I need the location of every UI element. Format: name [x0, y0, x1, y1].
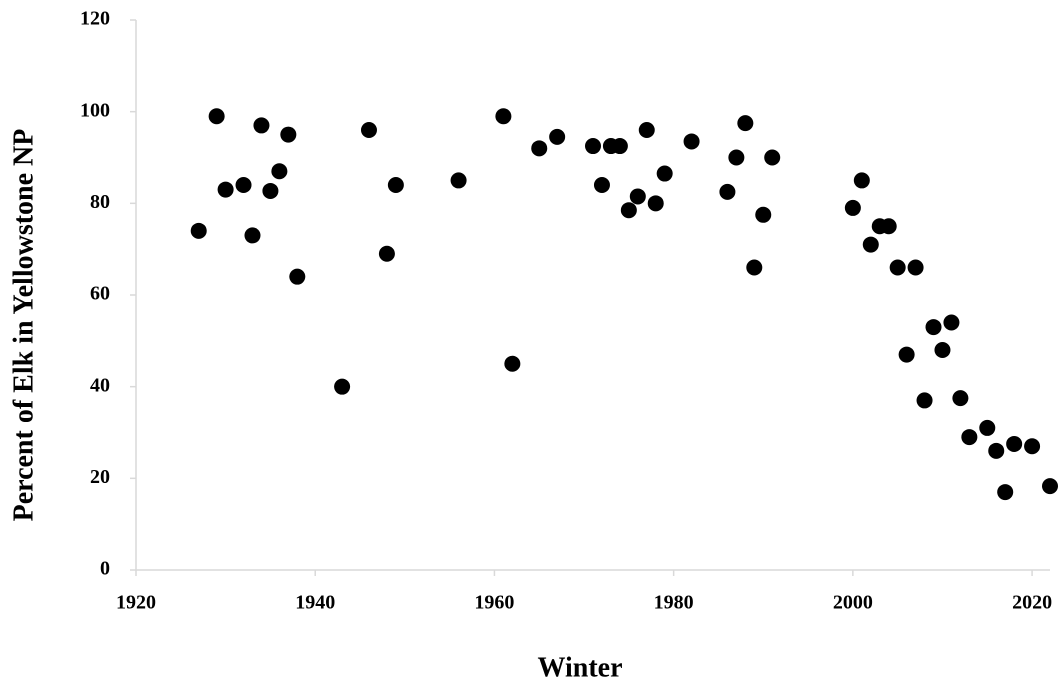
point	[925, 319, 942, 336]
point	[844, 199, 861, 216]
point	[504, 355, 521, 372]
x-tick-label: 1960	[474, 592, 514, 614]
point	[208, 108, 225, 125]
point	[289, 268, 306, 285]
point	[728, 149, 745, 166]
point	[450, 172, 467, 189]
point	[862, 236, 879, 253]
y-tick-label: 40	[90, 374, 110, 396]
point	[988, 442, 1005, 459]
x-tick-label: 1980	[654, 592, 694, 614]
point	[495, 108, 512, 125]
point	[190, 222, 207, 239]
point	[1024, 438, 1041, 455]
y-axis-label: Percent of Elk in Yellowstone NP	[8, 129, 39, 522]
x-tick-label: 2020	[1012, 592, 1052, 614]
point	[746, 259, 763, 276]
point	[898, 346, 915, 363]
point	[764, 149, 781, 166]
point	[979, 419, 996, 436]
point	[280, 126, 297, 143]
point	[656, 165, 673, 182]
point	[629, 188, 646, 205]
point	[853, 172, 870, 189]
x-tick-label: 1940	[295, 592, 335, 614]
y-tick-label: 100	[80, 99, 110, 121]
point	[244, 227, 261, 244]
point	[620, 202, 637, 219]
point	[737, 115, 754, 132]
point	[585, 138, 601, 155]
point	[683, 133, 700, 150]
point	[943, 314, 960, 331]
point	[334, 378, 351, 395]
x-tick-label: 1920	[116, 592, 156, 614]
point	[934, 342, 951, 358]
y-tick-label: 0	[100, 558, 110, 580]
point	[961, 429, 978, 446]
point	[952, 390, 969, 407]
point	[360, 122, 377, 138]
point	[271, 163, 288, 180]
x-tick-label: 2000	[833, 592, 873, 614]
point	[719, 183, 736, 200]
point	[611, 138, 628, 155]
point	[1006, 435, 1023, 452]
point	[889, 259, 906, 276]
y-tick-label: 20	[90, 466, 110, 488]
point	[235, 177, 252, 193]
point	[378, 245, 395, 262]
point	[387, 177, 404, 193]
x-axis-label: Winter	[537, 652, 622, 683]
point	[755, 206, 772, 223]
y-tick-label: 60	[90, 283, 110, 305]
point	[253, 117, 270, 134]
point	[549, 128, 566, 145]
point	[1042, 478, 1058, 495]
point	[638, 122, 655, 138]
point	[593, 177, 610, 193]
point	[531, 140, 548, 157]
point	[916, 392, 933, 409]
point	[647, 195, 664, 212]
y-tick-label: 80	[90, 191, 110, 213]
point	[262, 182, 279, 199]
y-tick-label: 120	[80, 8, 110, 30]
point	[880, 218, 897, 235]
point	[217, 181, 234, 198]
point	[907, 259, 924, 276]
point	[997, 484, 1014, 501]
